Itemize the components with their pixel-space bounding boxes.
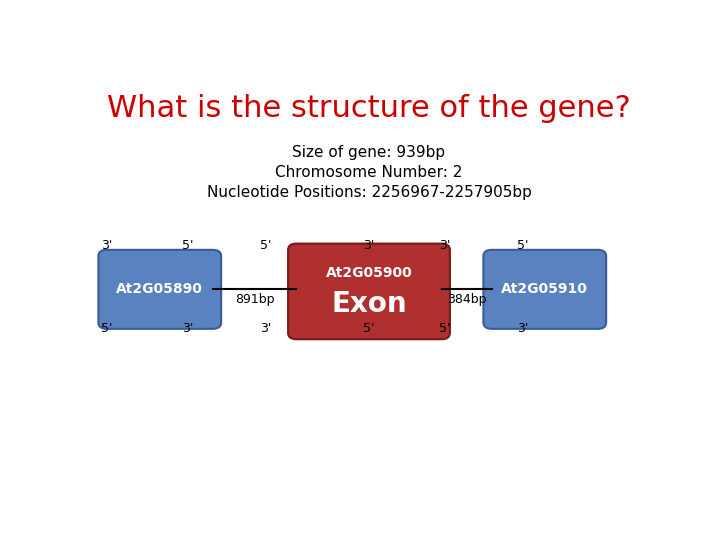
Text: At2G05910: At2G05910	[501, 282, 588, 296]
Text: 3': 3'	[438, 239, 450, 252]
Text: Size of gene: 939bp: Size of gene: 939bp	[292, 145, 446, 160]
Text: 3': 3'	[517, 322, 528, 335]
Text: 5': 5'	[517, 239, 528, 252]
Text: At2G05890: At2G05890	[117, 282, 203, 296]
Text: 3': 3'	[260, 322, 271, 335]
FancyBboxPatch shape	[483, 250, 606, 329]
Text: Chromosome Number: 2: Chromosome Number: 2	[275, 165, 463, 180]
Text: 3': 3'	[101, 239, 112, 252]
Text: 5': 5'	[438, 322, 450, 335]
Text: 3': 3'	[364, 239, 374, 252]
Text: What is the structure of the gene?: What is the structure of the gene?	[107, 94, 631, 123]
Text: Exon: Exon	[331, 290, 407, 318]
Text: At2G05900: At2G05900	[325, 266, 413, 280]
FancyBboxPatch shape	[288, 244, 450, 339]
Text: 3': 3'	[182, 322, 194, 335]
Text: 5': 5'	[260, 239, 271, 252]
Text: 5': 5'	[182, 239, 194, 252]
Text: 384bp: 384bp	[447, 293, 487, 306]
Text: 891bp: 891bp	[235, 293, 274, 306]
Text: 5': 5'	[101, 322, 112, 335]
FancyBboxPatch shape	[99, 250, 221, 329]
Text: Nucleotide Positions: 2256967-2257905bp: Nucleotide Positions: 2256967-2257905bp	[207, 185, 531, 200]
Text: 5': 5'	[364, 322, 374, 335]
